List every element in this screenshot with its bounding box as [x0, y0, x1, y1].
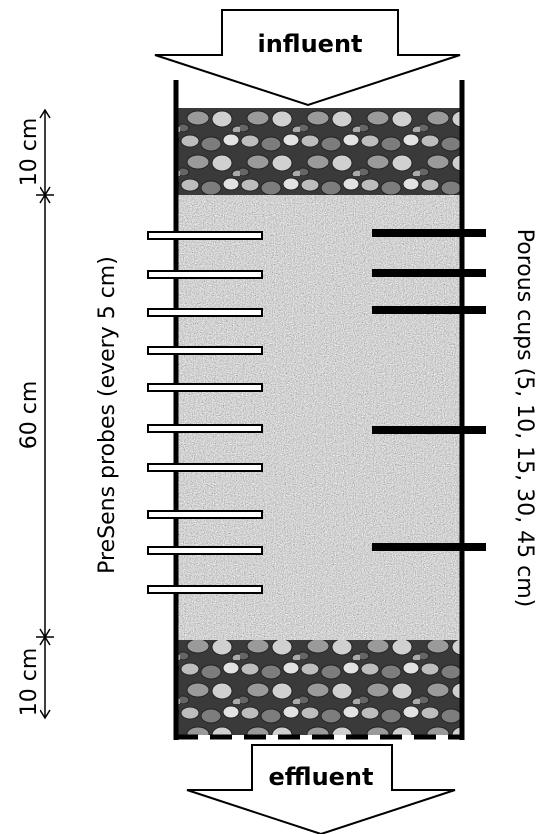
dimension-lines: [36, 108, 54, 720]
cups-label: Porous cups (5, 10, 15, 30, 45 cm): [512, 229, 537, 607]
porous-cups: [372, 229, 486, 551]
label-bg: [18, 645, 40, 717]
top-gravel-depth: 10 cm: [17, 118, 42, 187]
label-bg: [18, 375, 40, 455]
label-bg: [18, 118, 40, 188]
bottom-gravel-depth: 10 cm: [17, 648, 42, 717]
influent-arrow: [154, 9, 461, 107]
bottom-gravel: [178, 640, 460, 735]
sand-depth: 60 cm: [17, 381, 42, 450]
sand: [178, 195, 460, 640]
influent-label: influent: [257, 30, 362, 58]
presens-probes: [147, 231, 263, 594]
effluent-label: effluent: [269, 763, 374, 791]
effluent-arrow: [186, 744, 456, 834]
probes-label: PreSens probes (every 5 cm): [95, 256, 120, 574]
top-gravel: [178, 108, 460, 195]
